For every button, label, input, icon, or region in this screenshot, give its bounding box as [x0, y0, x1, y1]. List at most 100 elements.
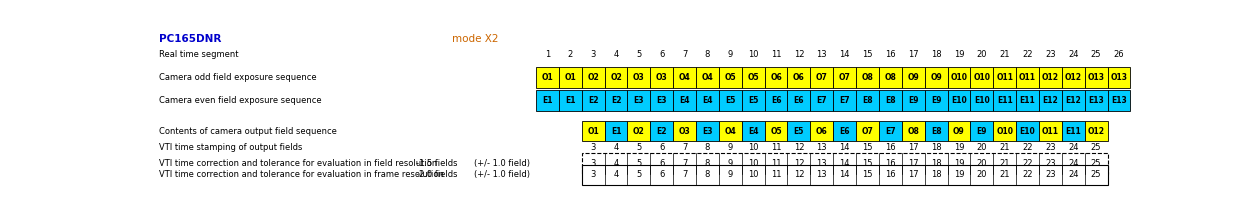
Text: O5: O5	[725, 73, 736, 82]
Text: 7: 7	[682, 50, 688, 59]
FancyBboxPatch shape	[1016, 90, 1039, 111]
Text: 9: 9	[728, 50, 732, 59]
FancyBboxPatch shape	[1039, 121, 1061, 141]
Text: 7: 7	[682, 159, 688, 168]
Text: O2: O2	[632, 127, 645, 136]
FancyBboxPatch shape	[628, 121, 650, 141]
Text: 26: 26	[1114, 50, 1124, 59]
Text: O8: O8	[861, 73, 874, 82]
Text: 24: 24	[1068, 50, 1079, 59]
FancyBboxPatch shape	[856, 67, 879, 88]
FancyBboxPatch shape	[696, 67, 719, 88]
Text: 10: 10	[748, 159, 759, 168]
Text: VTI time correction and tolerance for evaluation in frame resolution: VTI time correction and tolerance for ev…	[159, 170, 444, 179]
Text: 3: 3	[590, 159, 596, 168]
Text: O13: O13	[1110, 73, 1128, 82]
Text: E5: E5	[725, 96, 735, 105]
FancyBboxPatch shape	[788, 90, 810, 111]
FancyBboxPatch shape	[536, 67, 559, 88]
Text: E4: E4	[703, 96, 712, 105]
Text: 4: 4	[614, 143, 619, 152]
Text: O6: O6	[816, 127, 828, 136]
Text: E3: E3	[656, 96, 668, 105]
Text: 14: 14	[840, 159, 850, 168]
Text: E2: E2	[588, 96, 599, 105]
FancyBboxPatch shape	[559, 90, 581, 111]
Text: O10: O10	[950, 73, 968, 82]
Text: 14: 14	[840, 170, 850, 179]
FancyBboxPatch shape	[1108, 90, 1130, 111]
FancyBboxPatch shape	[605, 121, 628, 141]
FancyBboxPatch shape	[1061, 67, 1085, 88]
Text: 16: 16	[885, 170, 896, 179]
Text: E10: E10	[974, 96, 990, 105]
Text: E9: E9	[976, 127, 988, 136]
Text: O10: O10	[974, 73, 990, 82]
Text: O4: O4	[679, 73, 690, 82]
Text: E4: E4	[748, 127, 759, 136]
Text: 16: 16	[885, 143, 896, 152]
FancyBboxPatch shape	[879, 67, 901, 88]
Text: E3: E3	[703, 127, 712, 136]
FancyBboxPatch shape	[1039, 90, 1061, 111]
Text: 13: 13	[816, 50, 828, 59]
Text: E12: E12	[1042, 96, 1059, 105]
Text: 20: 20	[976, 170, 988, 179]
Text: 3: 3	[590, 170, 596, 179]
Text: 14: 14	[840, 143, 850, 152]
Text: E8: E8	[931, 127, 941, 136]
FancyBboxPatch shape	[970, 67, 994, 88]
Text: E10: E10	[1020, 127, 1035, 136]
FancyBboxPatch shape	[994, 90, 1016, 111]
Text: 3: 3	[590, 143, 596, 152]
Text: O11: O11	[1042, 127, 1059, 136]
Text: 18: 18	[931, 170, 941, 179]
Text: 9: 9	[728, 170, 732, 179]
Text: E9: E9	[908, 96, 919, 105]
FancyBboxPatch shape	[1085, 67, 1108, 88]
Text: VTI time correction and tolerance for evaluation in field resolution: VTI time correction and tolerance for ev…	[159, 159, 437, 168]
Text: 11: 11	[771, 143, 781, 152]
Text: E4: E4	[679, 96, 690, 105]
Text: 23: 23	[1045, 50, 1056, 59]
Text: Camera odd field exposure sequence: Camera odd field exposure sequence	[159, 73, 316, 82]
FancyBboxPatch shape	[788, 67, 810, 88]
Text: O12: O12	[1042, 73, 1059, 82]
Text: E1: E1	[565, 96, 575, 105]
Text: O4: O4	[725, 127, 736, 136]
FancyBboxPatch shape	[696, 90, 719, 111]
Text: E7: E7	[839, 96, 850, 105]
Text: E11: E11	[1065, 127, 1081, 136]
FancyBboxPatch shape	[674, 121, 696, 141]
Text: mode X2: mode X2	[451, 34, 499, 44]
Text: Camera even field exposure sequence: Camera even field exposure sequence	[159, 96, 321, 105]
FancyBboxPatch shape	[788, 121, 810, 141]
Text: 23: 23	[1045, 159, 1056, 168]
Text: 8: 8	[705, 50, 710, 59]
Text: 16: 16	[885, 159, 896, 168]
FancyBboxPatch shape	[1061, 90, 1085, 111]
Text: O2: O2	[588, 73, 599, 82]
Text: O9: O9	[930, 73, 942, 82]
Text: E13: E13	[1089, 96, 1104, 105]
FancyBboxPatch shape	[1016, 67, 1039, 88]
Text: 5: 5	[636, 50, 641, 59]
Text: O7: O7	[839, 73, 850, 82]
Text: 5: 5	[636, 143, 641, 152]
FancyBboxPatch shape	[741, 67, 765, 88]
Text: E3: E3	[634, 96, 644, 105]
Text: 5: 5	[636, 170, 641, 179]
Text: O11: O11	[1019, 73, 1036, 82]
Text: O13: O13	[1088, 73, 1105, 82]
FancyBboxPatch shape	[856, 121, 879, 141]
FancyBboxPatch shape	[536, 90, 559, 111]
Text: 15: 15	[862, 170, 872, 179]
Text: 12: 12	[794, 143, 804, 152]
Text: O9: O9	[952, 127, 965, 136]
Text: 7: 7	[682, 170, 688, 179]
FancyBboxPatch shape	[581, 121, 605, 141]
FancyBboxPatch shape	[765, 67, 788, 88]
Text: 6: 6	[659, 143, 665, 152]
Text: O5: O5	[770, 127, 781, 136]
Text: 23: 23	[1045, 143, 1056, 152]
